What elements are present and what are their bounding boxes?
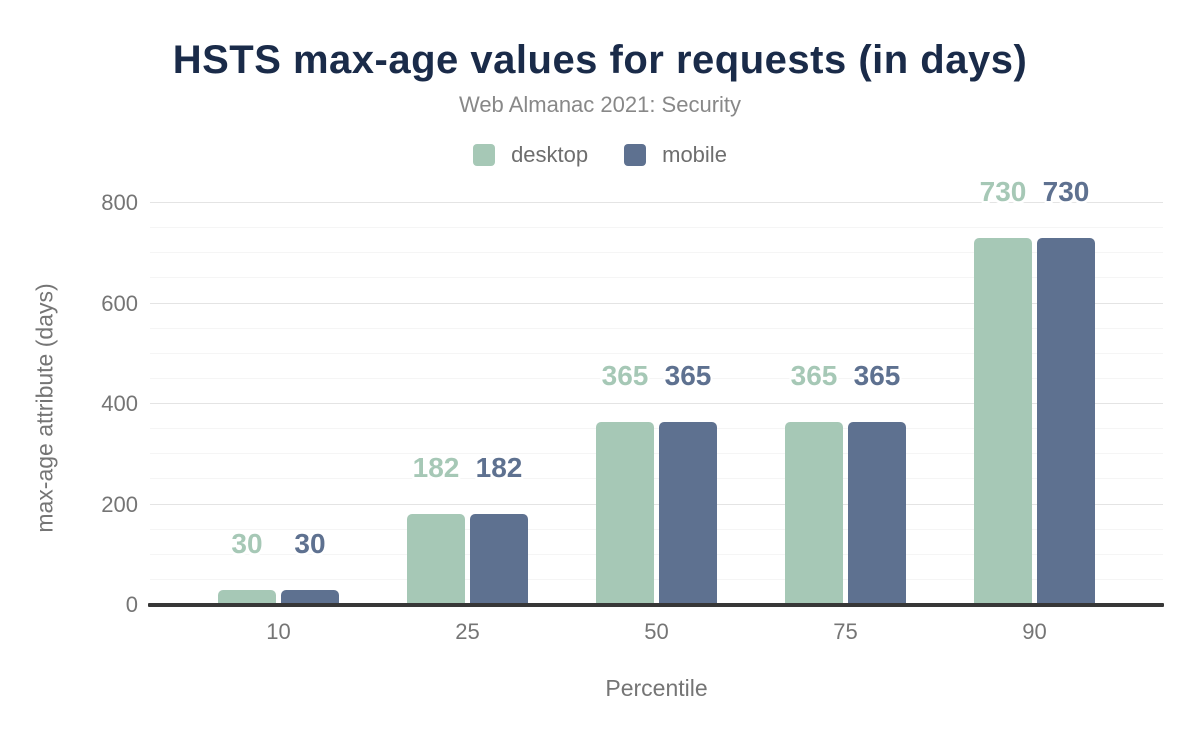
bar-value-label: 365 (664, 359, 712, 391)
legend-label: desktop (511, 142, 589, 167)
bar-mobile-p75[interactable] (848, 421, 906, 605)
gridline (150, 578, 1163, 580)
bar-desktop-p10[interactable] (218, 589, 276, 605)
bar-wrap-mobile-25: 182 (470, 451, 528, 605)
x-axis-line (148, 603, 1164, 607)
bar-value-label: 182 (412, 451, 460, 483)
gridline (150, 553, 1163, 555)
bar-group-75: 365 365 (751, 178, 940, 605)
bar-wrap-desktop-90: 730 (974, 178, 1032, 605)
gridline (150, 377, 1163, 379)
bar-mobile-p50[interactable] (659, 421, 717, 605)
x-axis-tick-label: 50 (644, 619, 669, 644)
bar-wrap-desktop-50: 365 (596, 359, 654, 605)
bar-value-label: 30 (294, 527, 326, 559)
legend-label: mobile (662, 142, 727, 167)
bar-mobile-p10[interactable] (281, 589, 339, 605)
bar-wrap-desktop-75: 365 (785, 359, 843, 605)
gridline (150, 302, 1163, 304)
x-axis-tick-label: 10 (266, 619, 291, 644)
x-axis-tick-labels: 10 25 50 75 90 (184, 619, 1129, 645)
bar-desktop-p90[interactable] (974, 238, 1032, 605)
bar-group-90: 730 730 (940, 178, 1129, 605)
bar-wrap-mobile-50: 365 (659, 359, 717, 605)
gridline (150, 478, 1163, 480)
gridline (150, 252, 1163, 254)
legend-item-desktop: desktop (473, 142, 588, 168)
bar-value-label: 730 (979, 176, 1027, 208)
bar-wrap-desktop-10: 30 (218, 527, 276, 605)
y-axis-tick-label: 800 (101, 190, 138, 215)
legend-swatch-desktop-icon (473, 144, 496, 166)
gridline (150, 277, 1163, 279)
y-axis-tick-label: 200 (101, 491, 138, 517)
x-axis-title: Percentile (605, 675, 708, 701)
gridline (150, 428, 1163, 430)
bar-desktop-p25[interactable] (407, 513, 465, 605)
gridline (150, 227, 1163, 229)
bar-desktop-p75[interactable] (785, 421, 843, 605)
bar-wrap-mobile-75: 365 (848, 359, 906, 605)
legend: desktop mobile (0, 142, 1200, 168)
gridline (150, 202, 1163, 203)
x-axis-tick-label: 75 (833, 619, 858, 644)
bar-value-label: 730 (1042, 176, 1090, 208)
bar-value-label: 182 (475, 451, 523, 483)
gridline (150, 327, 1163, 329)
bar-wrap-mobile-90: 730 (1037, 178, 1095, 605)
gridline (150, 352, 1163, 354)
bar-groups: 30 30 182 182 365 365 365 365 730 730 (184, 178, 1129, 605)
bar-group-25: 182 182 (373, 178, 562, 605)
plot-area: 0 200 400 600 800 30 30 182 182 365 365 365 365 730 7… (101, 178, 1164, 701)
legend-item-mobile: mobile (624, 142, 727, 168)
gridline (150, 503, 1163, 505)
bar-value-label: 365 (853, 359, 901, 391)
gridline (150, 453, 1163, 455)
x-axis-tick-label: 90 (1022, 619, 1047, 644)
gridline (150, 528, 1163, 530)
bar-desktop-p50[interactable] (596, 421, 654, 605)
gridline (150, 403, 1163, 404)
chart-title: HSTS max-age values for requests (in day… (172, 38, 1028, 82)
y-axis-tick-label: 600 (101, 290, 138, 316)
bar-wrap-mobile-10: 30 (281, 527, 339, 605)
bar-wrap-desktop-25: 182 (407, 451, 465, 605)
y-axis-tick-label: 0 (125, 592, 138, 617)
bar-value-label: 365 (601, 359, 649, 391)
legend-swatch-mobile-icon (624, 144, 647, 166)
y-axis-tick-label: 400 (101, 391, 138, 416)
bar-value-label: 30 (231, 527, 263, 559)
y-axis-title: max-age attribute (days) (31, 283, 58, 533)
x-axis-tick-label: 25 (455, 619, 480, 644)
bar-mobile-p90[interactable] (1037, 238, 1095, 605)
bar-mobile-p25[interactable] (470, 513, 528, 605)
chart-subtitle: Web Almanac 2021: Security (458, 92, 742, 117)
bar-value-label: 365 (790, 359, 838, 391)
bar-group-50: 365 365 (562, 178, 751, 605)
bar-group-10: 30 30 (184, 178, 373, 605)
